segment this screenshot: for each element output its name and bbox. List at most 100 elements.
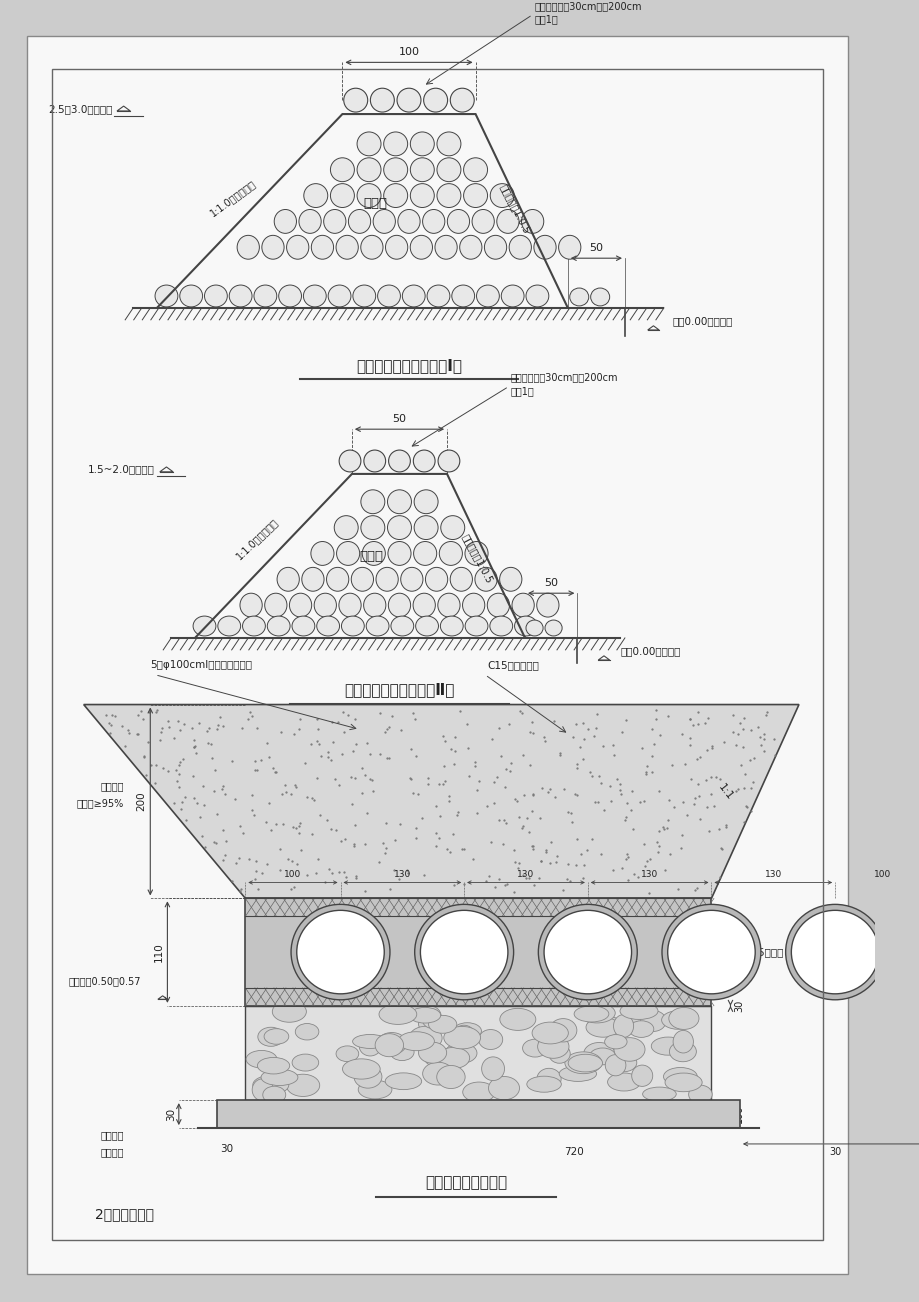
Text: 2.5～3.0（相对）: 2.5～3.0（相对）: [48, 104, 112, 115]
Ellipse shape: [301, 568, 323, 591]
Ellipse shape: [277, 568, 299, 591]
Text: 30: 30: [733, 1000, 743, 1012]
Ellipse shape: [303, 184, 327, 207]
Text: 碎石庸层: 碎石庸层: [100, 1130, 123, 1141]
Text: C15硢管座: C15硢管座: [744, 947, 783, 957]
Ellipse shape: [437, 132, 460, 156]
Ellipse shape: [449, 568, 472, 591]
Ellipse shape: [651, 1038, 685, 1055]
Ellipse shape: [462, 1082, 494, 1101]
Ellipse shape: [569, 288, 588, 306]
Ellipse shape: [514, 616, 537, 635]
Ellipse shape: [418, 1042, 446, 1064]
Ellipse shape: [360, 490, 384, 514]
Ellipse shape: [533, 236, 555, 259]
Ellipse shape: [155, 285, 177, 307]
Ellipse shape: [667, 910, 754, 993]
Ellipse shape: [460, 236, 482, 259]
Ellipse shape: [521, 210, 543, 233]
Ellipse shape: [414, 490, 437, 514]
Ellipse shape: [604, 1035, 627, 1049]
Ellipse shape: [357, 132, 380, 156]
Ellipse shape: [358, 1036, 380, 1056]
Ellipse shape: [391, 616, 414, 635]
Ellipse shape: [326, 568, 348, 591]
Ellipse shape: [387, 490, 411, 514]
Ellipse shape: [526, 285, 549, 307]
Text: 100: 100: [398, 47, 419, 57]
Text: 施工围堰标准断面图（Ⅱ）: 施工围堰标准断面图（Ⅱ）: [344, 682, 454, 697]
Text: C15混凝土包封: C15混凝土包封: [486, 660, 539, 669]
Text: 编织袋装砂厚30cm间距200cm: 编织袋装砂厚30cm间距200cm: [510, 372, 618, 383]
Ellipse shape: [338, 594, 361, 617]
Ellipse shape: [478, 1030, 502, 1049]
Bar: [245, 1005, 710, 1100]
Ellipse shape: [377, 1032, 406, 1055]
Text: 密实度≥95%: 密实度≥95%: [76, 798, 123, 809]
Ellipse shape: [252, 1079, 273, 1101]
Ellipse shape: [267, 616, 289, 635]
Ellipse shape: [323, 210, 346, 233]
Ellipse shape: [348, 210, 370, 233]
Ellipse shape: [474, 568, 496, 591]
Ellipse shape: [316, 616, 339, 635]
Ellipse shape: [397, 89, 421, 112]
Ellipse shape: [688, 1085, 711, 1104]
Text: 100: 100: [733, 1105, 743, 1124]
Ellipse shape: [537, 1069, 561, 1090]
Ellipse shape: [440, 616, 462, 635]
Ellipse shape: [299, 210, 321, 233]
Ellipse shape: [383, 132, 407, 156]
Ellipse shape: [265, 594, 287, 617]
Ellipse shape: [583, 1043, 614, 1065]
Ellipse shape: [420, 910, 507, 993]
Ellipse shape: [370, 89, 394, 112]
Ellipse shape: [487, 594, 509, 617]
Ellipse shape: [482, 1057, 504, 1081]
Ellipse shape: [398, 1031, 434, 1051]
Ellipse shape: [409, 1026, 442, 1049]
Ellipse shape: [330, 158, 354, 182]
Ellipse shape: [415, 616, 438, 635]
Ellipse shape: [286, 236, 309, 259]
Ellipse shape: [357, 1081, 391, 1099]
Ellipse shape: [607, 1073, 640, 1091]
Ellipse shape: [488, 1077, 519, 1100]
Ellipse shape: [311, 542, 334, 565]
Ellipse shape: [204, 285, 227, 307]
Ellipse shape: [290, 905, 390, 1000]
Ellipse shape: [440, 516, 464, 539]
Ellipse shape: [328, 285, 350, 307]
Ellipse shape: [425, 568, 448, 591]
Ellipse shape: [437, 1065, 465, 1088]
Ellipse shape: [536, 594, 559, 617]
Ellipse shape: [254, 285, 277, 307]
Ellipse shape: [499, 1008, 535, 1030]
Ellipse shape: [243, 616, 265, 635]
Ellipse shape: [379, 1004, 416, 1025]
Bar: [217, 1100, 739, 1128]
Ellipse shape: [465, 616, 487, 635]
Ellipse shape: [531, 1022, 568, 1044]
Ellipse shape: [443, 1026, 480, 1049]
Ellipse shape: [629, 1021, 653, 1038]
Ellipse shape: [342, 1059, 380, 1079]
Ellipse shape: [548, 1044, 570, 1064]
Ellipse shape: [605, 1055, 625, 1075]
Ellipse shape: [246, 1051, 277, 1068]
Text: 回喆石屑: 回喆石屑: [100, 781, 123, 792]
Ellipse shape: [661, 1010, 694, 1030]
Ellipse shape: [437, 594, 460, 617]
Ellipse shape: [425, 1052, 456, 1068]
Text: 1.5~2.0（相对）: 1.5~2.0（相对）: [88, 464, 155, 474]
Ellipse shape: [262, 236, 284, 259]
Ellipse shape: [291, 616, 314, 635]
Ellipse shape: [549, 1018, 576, 1042]
Ellipse shape: [410, 158, 434, 182]
Ellipse shape: [297, 910, 384, 993]
Ellipse shape: [619, 1003, 657, 1019]
Ellipse shape: [388, 542, 411, 565]
Ellipse shape: [334, 516, 357, 539]
Ellipse shape: [237, 236, 259, 259]
Text: 5根φ100cmⅠ级钉筋硢排水管: 5根φ100cmⅠ级钉筋硢排水管: [150, 660, 252, 669]
